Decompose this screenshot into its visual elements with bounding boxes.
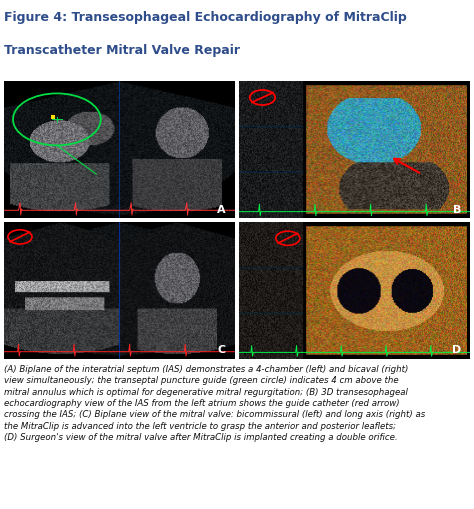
Text: D: D <box>452 345 461 355</box>
Text: A: A <box>217 204 226 214</box>
Text: Figure 4: Transesophageal Echocardiography of MitraClip: Figure 4: Transesophageal Echocardiograp… <box>4 11 407 24</box>
Text: C: C <box>217 345 226 355</box>
Text: Transcatheter Mitral Valve Repair: Transcatheter Mitral Valve Repair <box>4 44 240 57</box>
Text: B: B <box>453 204 461 214</box>
Text: (A) Biplane of the interatrial septum (IAS) demonstrates a 4-chamber (left) and : (A) Biplane of the interatrial septum (I… <box>4 364 425 441</box>
